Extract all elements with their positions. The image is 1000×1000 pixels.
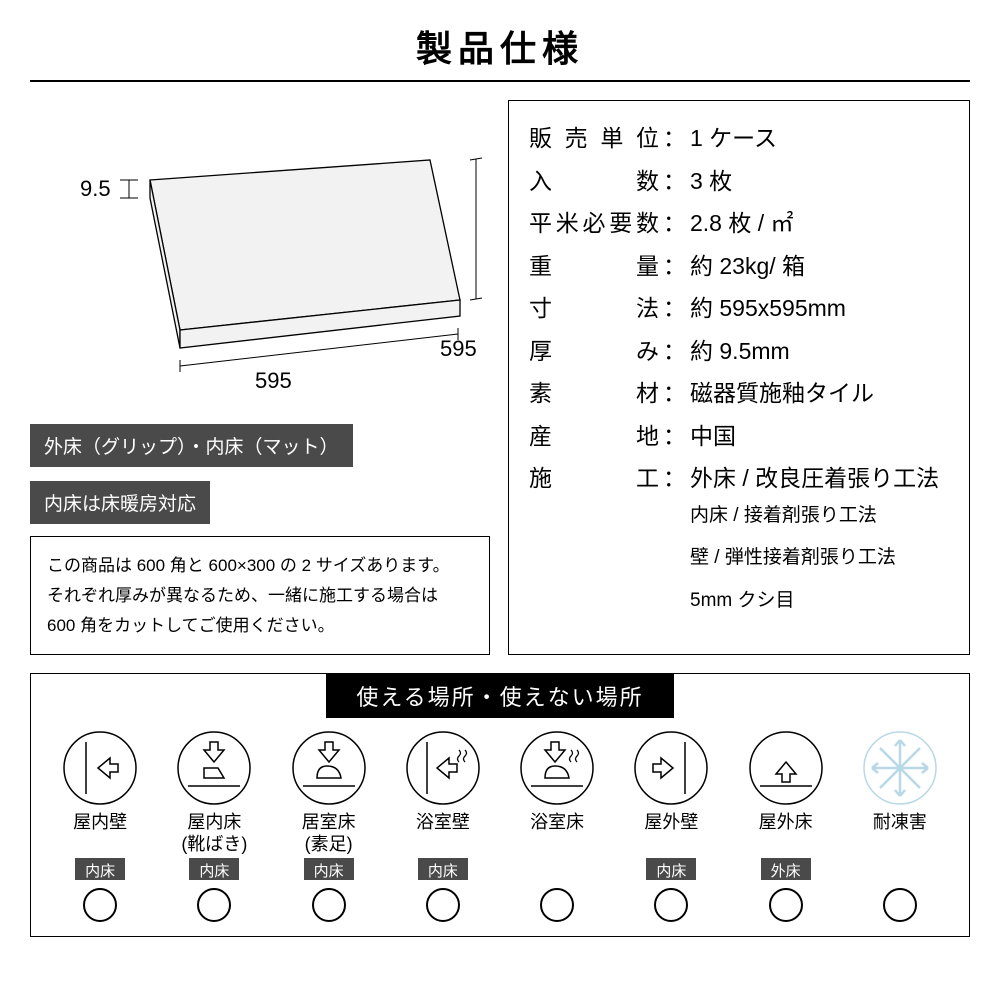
usage-item: 屋内床(靴ばき)内床 xyxy=(160,728,268,922)
spec-row: 素 材：磁器質施釉タイル xyxy=(529,372,949,415)
note-line: この商品は 600 角と 600×300 の 2 サイズあります。 xyxy=(47,551,473,581)
spec-label: 入 数 xyxy=(529,160,659,203)
usage-title: 使える場所・使えない場所 xyxy=(326,674,673,718)
usage-item: 居室床(素足)内床 xyxy=(275,728,383,922)
note-box: この商品は 600 角と 600×300 の 2 サイズあります。 それぞれ厚み… xyxy=(30,536,490,655)
floor-bare-icon xyxy=(289,728,369,808)
bath-floor-icon xyxy=(517,728,597,808)
usage-ok-circle xyxy=(426,888,460,922)
floor-out-icon xyxy=(746,728,826,808)
usage-label: 屋外床 xyxy=(759,812,813,856)
usage-item: 浴室壁内床 xyxy=(389,728,497,922)
spec-row: 重 量：約 23kg/ 箱 xyxy=(529,245,949,288)
tag-heating: 内床は床暖房対応 xyxy=(30,481,210,524)
spec-label: 平米必要数 xyxy=(529,202,659,245)
spec-label: 寸 法 xyxy=(529,287,659,330)
usage-ok-circle xyxy=(769,888,803,922)
usage-label: 屋外壁 xyxy=(644,812,698,856)
note-line: 600 角をカットしてご使用ください。 xyxy=(47,611,473,641)
wall-out-icon xyxy=(631,728,711,808)
spec-value: 約 9.5mm xyxy=(690,330,949,373)
spec-value: 約 23kg/ 箱 xyxy=(690,245,949,288)
frost-icon xyxy=(860,728,940,808)
usage-section: 使える場所・使えない場所 屋内壁内床屋内床(靴ばき)内床居室床(素足)内床浴室壁… xyxy=(30,673,970,937)
usage-item: 浴室床 xyxy=(503,728,611,922)
floor-shoe-icon xyxy=(174,728,254,808)
spec-value: 約 595x595mm xyxy=(690,287,949,330)
spec-row: 厚 み：約 9.5mm xyxy=(529,330,949,373)
bath-wall-icon xyxy=(403,728,483,808)
spec-value: 中国 xyxy=(690,415,949,458)
usage-row: 屋内壁内床屋内床(靴ばき)内床居室床(素足)内床浴室壁内床浴室床屋外壁内床屋外床… xyxy=(31,728,969,922)
spec-value: 2.8 枚 / ㎡ xyxy=(690,202,949,245)
note-line: それぞれ厚みが異なるため、一緒に施工する場合は xyxy=(47,581,473,611)
spec-table: 販売単位：1 ケース入 数：3 枚平米必要数：2.8 枚 / ㎡重 量：約 23… xyxy=(508,100,970,655)
usage-item: 屋内壁内床 xyxy=(46,728,154,922)
spec-row: 入 数：3 枚 xyxy=(529,160,949,203)
usage-ok-circle xyxy=(312,888,346,922)
spec-label: 重 量 xyxy=(529,245,659,288)
spec-label: 素 材 xyxy=(529,372,659,415)
spec-value: 外床 / 改良圧着張り工法 xyxy=(690,457,949,500)
dim-thickness: 9.5 xyxy=(80,176,111,201)
dim-width: 595 xyxy=(255,368,292,393)
usage-label: 浴室壁 xyxy=(416,812,470,856)
usage-label: 屋内壁 xyxy=(73,812,127,856)
tile-diagram: 9.5 595 595 xyxy=(30,100,490,410)
usage-ok-circle xyxy=(540,888,574,922)
spec-value: 1 ケース xyxy=(690,117,949,160)
usage-tag: 内床 xyxy=(75,858,125,880)
spec-label: 施 工 xyxy=(529,457,659,500)
spec-row: 産 地：中国 xyxy=(529,415,949,458)
usage-tag: 内床 xyxy=(189,858,239,880)
spec-row: 平米必要数：2.8 枚 / ㎡ xyxy=(529,202,949,245)
usage-label: 耐凍害 xyxy=(873,812,927,856)
left-column: 9.5 595 595 外床（グリップ）・内床（マット） 内床は床暖房対応 この… xyxy=(30,100,490,655)
page-title: 製品仕様 xyxy=(30,20,970,82)
spec-row: 販売単位：1 ケース xyxy=(529,117,949,160)
usage-ok-circle xyxy=(883,888,917,922)
spec-label: 厚 み xyxy=(529,330,659,373)
tag-floor-type: 外床（グリップ）・内床（マット） xyxy=(30,424,353,467)
upper-section: 9.5 595 595 外床（グリップ）・内床（マット） 内床は床暖房対応 この… xyxy=(30,100,970,655)
spec-row: 施 工：外床 / 改良圧着張り工法 xyxy=(529,457,949,500)
wall-in-icon xyxy=(60,728,140,808)
spec-value: 3 枚 xyxy=(690,160,949,203)
usage-item: 耐凍害 xyxy=(846,728,954,922)
usage-tag: 内床 xyxy=(304,858,354,880)
usage-tag: 内床 xyxy=(418,858,468,880)
spec-sub-row: ：内床 / 接着剤張り工法 xyxy=(529,500,949,543)
spec-value: 磁器質施釉タイル xyxy=(690,372,949,415)
spec-sub-row: ：5mm クシ目 xyxy=(529,585,949,628)
usage-ok-circle xyxy=(197,888,231,922)
usage-item: 屋外壁内床 xyxy=(617,728,725,922)
spec-sub-row: ：壁 / 弾性接着剤張り工法 xyxy=(529,542,949,585)
dim-depth: 595 xyxy=(440,336,477,361)
usage-ok-circle xyxy=(654,888,688,922)
usage-label: 浴室床 xyxy=(530,812,584,856)
usage-item: 屋外床外床 xyxy=(732,728,840,922)
spec-row: 寸 法：約 595x595mm xyxy=(529,287,949,330)
usage-tag: 外床 xyxy=(761,858,811,880)
usage-label: 居室床(素足) xyxy=(302,812,356,856)
spec-label: 産 地 xyxy=(529,415,659,458)
usage-label: 屋内床(靴ばき) xyxy=(181,812,247,856)
usage-ok-circle xyxy=(83,888,117,922)
spec-label: 販売単位 xyxy=(529,117,659,160)
usage-tag: 内床 xyxy=(646,858,696,880)
